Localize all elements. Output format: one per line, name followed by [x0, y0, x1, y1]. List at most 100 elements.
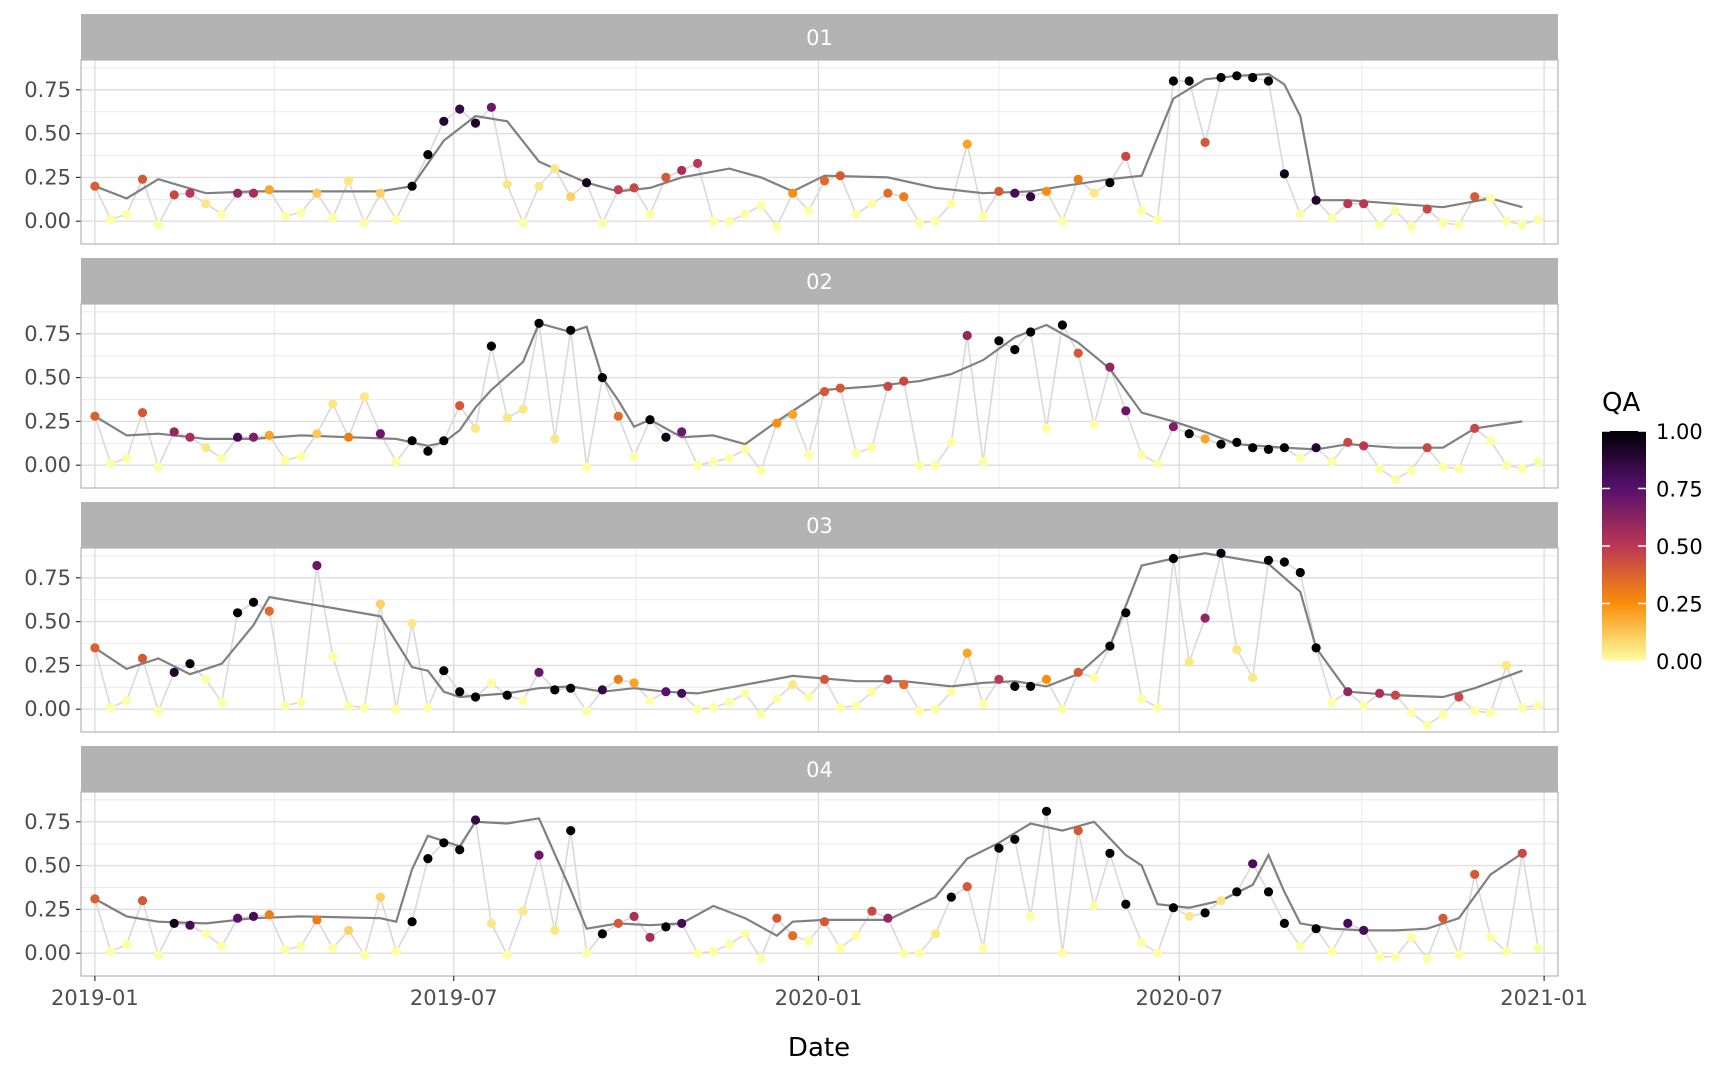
data-point [1200, 137, 1210, 147]
data-point [693, 460, 703, 470]
data-point [867, 906, 877, 916]
data-point [407, 618, 417, 629]
data-point [439, 666, 449, 676]
data-point [439, 116, 449, 126]
panel-strip-label: 03 [806, 514, 833, 538]
data-point [1152, 214, 1163, 225]
data-point [1359, 199, 1369, 209]
data-point [296, 451, 306, 462]
data-point [455, 401, 465, 411]
data-point [518, 906, 528, 916]
data-point [772, 913, 782, 923]
data-point [344, 176, 354, 186]
data-point [1295, 209, 1305, 219]
data-point [1216, 439, 1226, 449]
data-point [137, 174, 148, 184]
data-point [1168, 76, 1178, 86]
data-point [724, 216, 734, 226]
data-point [217, 941, 227, 951]
data-point [1406, 708, 1416, 718]
data-point [1105, 178, 1115, 188]
data-point [1470, 869, 1480, 880]
y-tick-label: 0.00 [24, 941, 71, 965]
data-point [550, 925, 560, 936]
data-point [1422, 953, 1432, 964]
data-point [804, 206, 814, 216]
data-point [1438, 709, 1448, 720]
data-point [1026, 192, 1036, 202]
data-point [788, 680, 798, 690]
data-point [248, 597, 259, 607]
data-point [978, 457, 988, 467]
data-point [217, 453, 227, 463]
data-point [708, 702, 719, 713]
data-point [407, 436, 417, 446]
data-point [1248, 673, 1258, 683]
data-point [1089, 901, 1099, 911]
data-point [470, 692, 481, 702]
data-point [1216, 896, 1226, 906]
data-point [122, 209, 132, 219]
data-point [169, 918, 179, 929]
panel-03: 03 0.00 0.25 0.50 0.75 [24, 502, 1559, 733]
data-point [1073, 667, 1083, 678]
data-point [1311, 443, 1321, 453]
x-tick-label: 2020-07 [1135, 986, 1223, 1010]
data-point [756, 953, 766, 964]
data-point [248, 911, 259, 922]
data-point [661, 922, 671, 932]
data-point [486, 918, 496, 929]
data-point [201, 199, 211, 209]
data-point [1375, 220, 1385, 230]
data-point [978, 699, 988, 709]
data-point [677, 165, 687, 175]
data-point [851, 931, 861, 941]
data-point [1533, 701, 1543, 711]
data-point [1168, 553, 1178, 564]
data-point [423, 446, 433, 456]
data-point [851, 448, 861, 458]
data-point [375, 599, 385, 609]
data-point [962, 139, 972, 149]
x-tick-label: 2021-01 [1500, 986, 1588, 1010]
data-point [1375, 952, 1385, 962]
data-point [1041, 186, 1052, 196]
data-point [312, 188, 322, 198]
data-point [772, 418, 782, 428]
data-point [693, 704, 703, 714]
data-point [677, 688, 687, 699]
data-point [613, 918, 623, 929]
data-point [1517, 848, 1527, 858]
panel-strip [81, 14, 1558, 60]
data-point [899, 948, 909, 958]
legend-tick-label: 0.50 [1656, 535, 1703, 559]
data-point [1248, 859, 1258, 869]
data-point [1359, 925, 1369, 936]
data-point [851, 701, 861, 711]
data-point [106, 946, 116, 957]
data-point [1010, 681, 1020, 692]
data-point [1406, 221, 1416, 232]
panel-strip-label: 02 [806, 270, 833, 294]
data-point [740, 688, 750, 699]
data-point [1343, 687, 1353, 697]
data-point [1200, 434, 1210, 444]
data-point [502, 690, 512, 700]
data-point [1454, 220, 1464, 230]
data-point [629, 183, 639, 193]
data-point [375, 188, 385, 198]
data-point [423, 702, 433, 713]
data-point [264, 430, 274, 440]
data-point [1279, 443, 1289, 453]
data-point [1517, 702, 1527, 713]
data-point [312, 560, 322, 571]
data-point [1026, 681, 1036, 692]
data-point [1375, 464, 1385, 474]
data-point [788, 409, 798, 419]
data-point [1026, 327, 1036, 337]
data-point [1327, 697, 1337, 707]
data-point [613, 185, 623, 195]
data-point [1422, 720, 1432, 730]
data-point [518, 218, 528, 228]
data-point [391, 704, 401, 714]
